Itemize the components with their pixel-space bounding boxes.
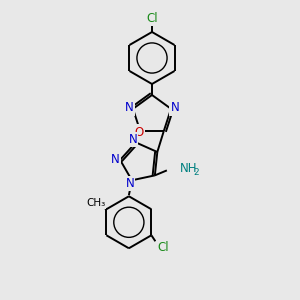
- Text: N: N: [171, 101, 179, 114]
- Text: CH₃: CH₃: [86, 198, 106, 208]
- Text: 2: 2: [193, 168, 199, 177]
- Text: N: N: [124, 101, 134, 114]
- Text: NH: NH: [180, 162, 197, 175]
- Text: Cl: Cl: [158, 241, 169, 254]
- Text: Cl: Cl: [146, 11, 158, 25]
- Text: O: O: [135, 126, 144, 139]
- Text: N: N: [128, 133, 137, 146]
- Text: N: N: [111, 153, 119, 167]
- Text: N: N: [125, 177, 134, 190]
